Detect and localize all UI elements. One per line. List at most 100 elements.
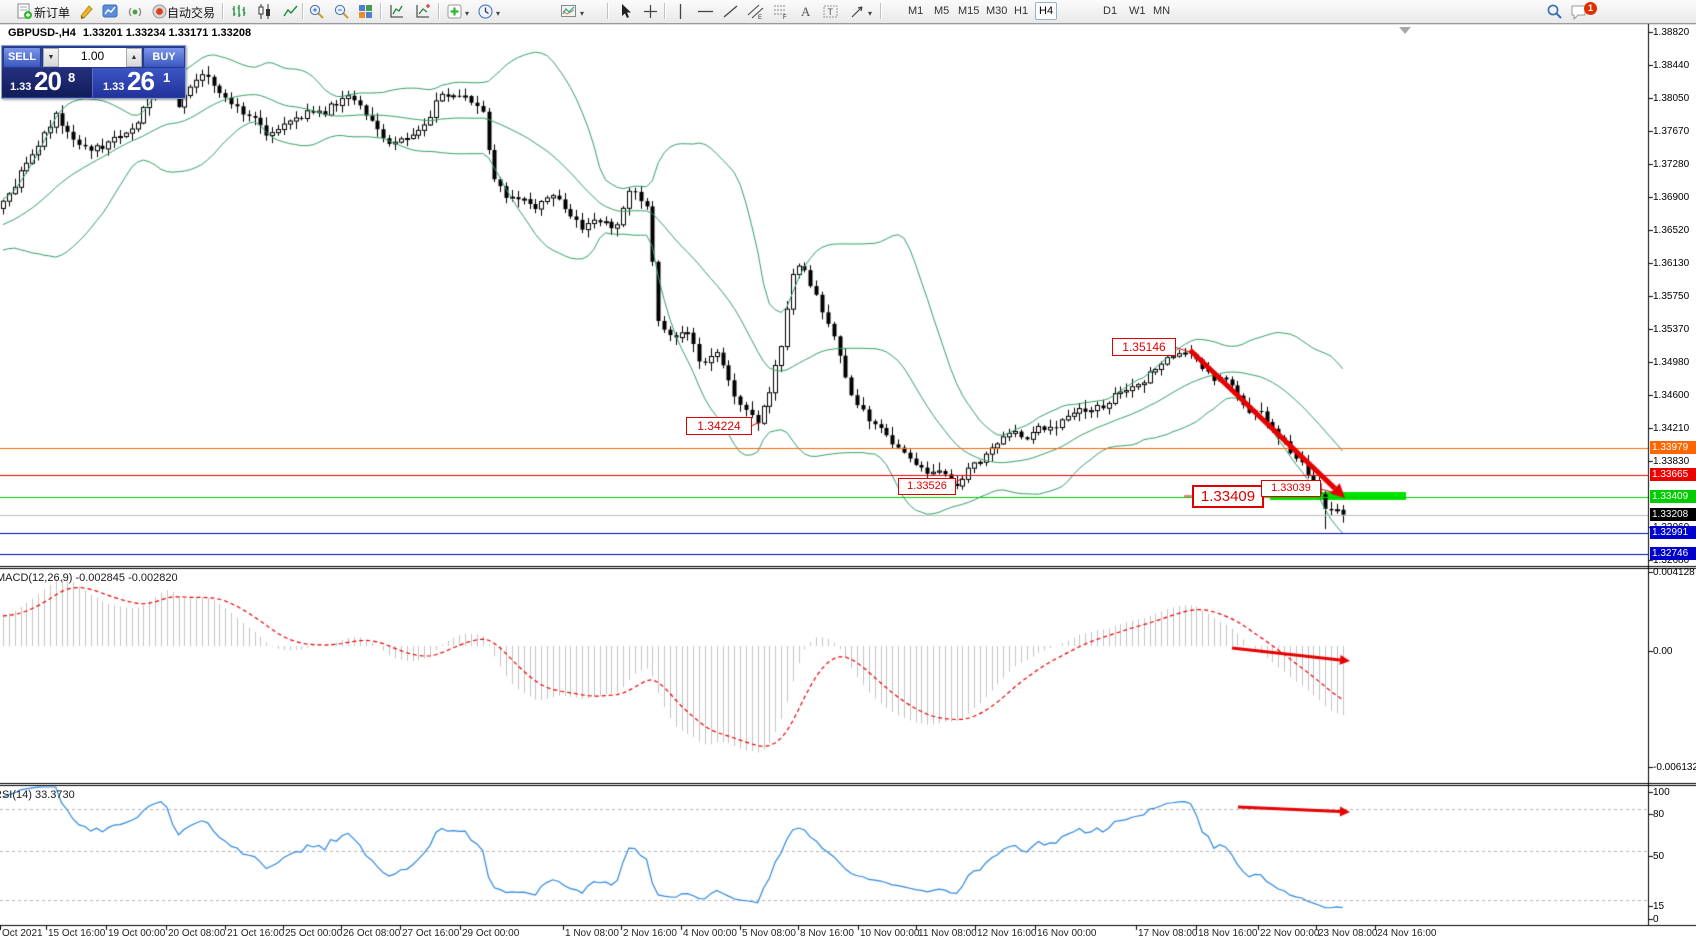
timeframe-button-m5[interactable]: M5	[934, 5, 950, 17]
timeframe-button-w1[interactable]: W1	[1129, 5, 1146, 17]
price-annotation-label[interactable]: 1.33526	[898, 478, 956, 495]
date-tick-label: 26 Oct 08:00	[343, 928, 401, 939]
horizontal-line-tool-icon[interactable]	[697, 3, 714, 20]
date-tick-label: 16 Nov 00:00	[1037, 928, 1097, 939]
timeframe-button-h1[interactable]: H1	[1014, 5, 1029, 17]
toolbar-separator	[302, 3, 304, 19]
autotrading-button[interactable]: 自动交易	[167, 6, 216, 20]
periods-clock-icon[interactable]	[477, 3, 494, 20]
indicators-add-icon[interactable]	[414, 3, 431, 20]
date-tick-label: 29 Oct 00:00	[462, 928, 520, 939]
vertical-line-tool-icon[interactable]	[672, 3, 689, 20]
date-tick-label: 24 Nov 16:00	[1377, 928, 1437, 939]
volume-increase-button[interactable]: ▲	[126, 48, 142, 67]
date-tick-label: 17 Nov 08:00	[1138, 928, 1198, 939]
price-level-badge: 1.33979	[1650, 441, 1696, 455]
date-tick-label: 22 Nov 00:00	[1260, 928, 1320, 939]
channel-tool-icon[interactable]: E	[747, 3, 764, 20]
styler-icon[interactable]	[78, 3, 95, 20]
timeframe-button-d1[interactable]: D1	[1103, 5, 1118, 17]
tile-windows-icon[interactable]	[357, 3, 374, 20]
rsi-scale-label: 100	[1653, 787, 1670, 798]
price-annotation-label[interactable]: 1.35146	[1112, 338, 1176, 356]
rsi-scale-label: 80	[1653, 809, 1665, 820]
price-level-badge: 1.33665	[1650, 468, 1696, 482]
rsi-label: RSI(14) 33.3730	[0, 789, 75, 801]
price-tick-label: 1.32680	[1653, 555, 1690, 567]
cursor-icon[interactable]	[617, 3, 634, 20]
price-tick-label: 1.34980	[1653, 357, 1690, 369]
date-tick-label: Oct 2021	[2, 928, 43, 939]
macd-scale-label: 0.00	[1653, 646, 1673, 657]
sell-price-display[interactable]: 1.33 20 8	[2, 66, 93, 97]
svg-text:F: F	[783, 15, 787, 20]
date-tick-label: 4 Nov 00:00	[683, 928, 737, 939]
search-icon[interactable]	[1546, 3, 1563, 20]
timeframe-button-h4[interactable]: H4	[1035, 2, 1058, 20]
timeframe-button-m1[interactable]: M1	[908, 5, 924, 17]
svg-text:E: E	[758, 15, 762, 20]
date-tick-label: 5 Nov 08:00	[742, 928, 796, 939]
buy-price-big: 26	[127, 66, 155, 96]
toolbar-separator	[664, 3, 666, 19]
date-tick-label: 10 Nov 00:00	[860, 928, 920, 939]
price-tick-label: 1.37670	[1653, 125, 1690, 137]
price-annotation-label[interactable]: 1.33409	[1192, 485, 1264, 508]
price-tick-label: 1.34600	[1653, 389, 1690, 401]
date-tick-label: 11 Nov 08:00	[918, 928, 977, 939]
toolbar: 新订单 自动交易 ▾	[0, 0, 1696, 24]
text-label-tool-icon[interactable]: T	[822, 3, 839, 20]
trendline-tool-icon[interactable]	[722, 3, 739, 20]
candlestick-chart-icon[interactable]	[256, 3, 273, 20]
chart-shift-marker[interactable]	[1399, 27, 1411, 34]
fibonacci-tool-icon[interactable]: F	[772, 3, 789, 20]
price-level-badge: 1.32746	[1650, 547, 1696, 561]
price-annotation-label[interactable]: 1.34224	[686, 417, 752, 435]
bar-chart-icon[interactable]	[230, 3, 247, 20]
price-annotation-label[interactable]: 1.33039	[1261, 480, 1321, 497]
timeframe-button-m30[interactable]: M30	[986, 5, 1008, 17]
text-tool-icon[interactable]: A	[797, 3, 814, 20]
volume-decrease-button[interactable]: ▼	[43, 48, 59, 67]
shapes-caret[interactable]: ▾	[868, 9, 873, 18]
price-tick-label: 1.38440	[1653, 59, 1690, 71]
timeframe-button-mn[interactable]: MN	[1153, 5, 1171, 17]
zoom-out-icon[interactable]	[333, 3, 350, 20]
price-level-badge: 1.33409	[1650, 490, 1696, 504]
timeframe-button-m15[interactable]: M15	[958, 5, 980, 17]
profile-icon[interactable]	[102, 3, 119, 20]
zoom-in-icon[interactable]	[308, 3, 325, 20]
price-tick-label: 1.37280	[1653, 159, 1690, 171]
shapes-tool-icon[interactable]	[849, 3, 866, 20]
price-tick-label: 1.38820	[1653, 27, 1690, 38]
date-tick-label: 8 Nov 16:00	[800, 928, 854, 939]
notification-badge[interactable]: 1	[1584, 2, 1597, 15]
toolbar-separator	[607, 3, 609, 19]
line-chart-icon[interactable]	[282, 3, 299, 20]
date-tick-label: 19 Oct 00:00	[108, 928, 166, 939]
trade-panel-top-row: SELL ▼ 1.00 ▲ BUY	[2, 46, 185, 68]
buy-button[interactable]: BUY	[143, 47, 185, 68]
templates-caret[interactable]: ▾	[580, 9, 585, 18]
price-tick-label: 1.34210	[1653, 423, 1690, 435]
sell-button[interactable]: SELL	[3, 47, 41, 68]
sell-price-sup: 8	[68, 70, 76, 85]
add-indicator-icon[interactable]	[446, 3, 463, 20]
buy-price-display[interactable]: 1.33 26 1	[93, 66, 185, 97]
macd-scale-label: 0.004128	[1653, 567, 1695, 578]
crosshair-icon[interactable]	[642, 3, 659, 20]
price-level-badge: 1.33208	[1650, 507, 1696, 521]
svg-text:A: A	[801, 4, 811, 19]
autotrading-icon[interactable]	[151, 3, 168, 20]
volume-value[interactable]: 1.00	[80, 49, 105, 63]
new-order-icon[interactable]	[16, 3, 33, 20]
new-order-button[interactable]: 新订单	[34, 6, 71, 20]
signal-icon[interactable]	[127, 3, 144, 20]
add-indicator-caret[interactable]: ▾	[465, 9, 470, 18]
price-tick-label: 1.36520	[1653, 224, 1690, 236]
volume-stepper: ▼ 1.00 ▲	[42, 47, 143, 68]
templates-icon[interactable]	[560, 3, 577, 20]
periods-caret[interactable]: ▾	[496, 9, 501, 18]
indicators-icon[interactable]	[388, 3, 405, 20]
